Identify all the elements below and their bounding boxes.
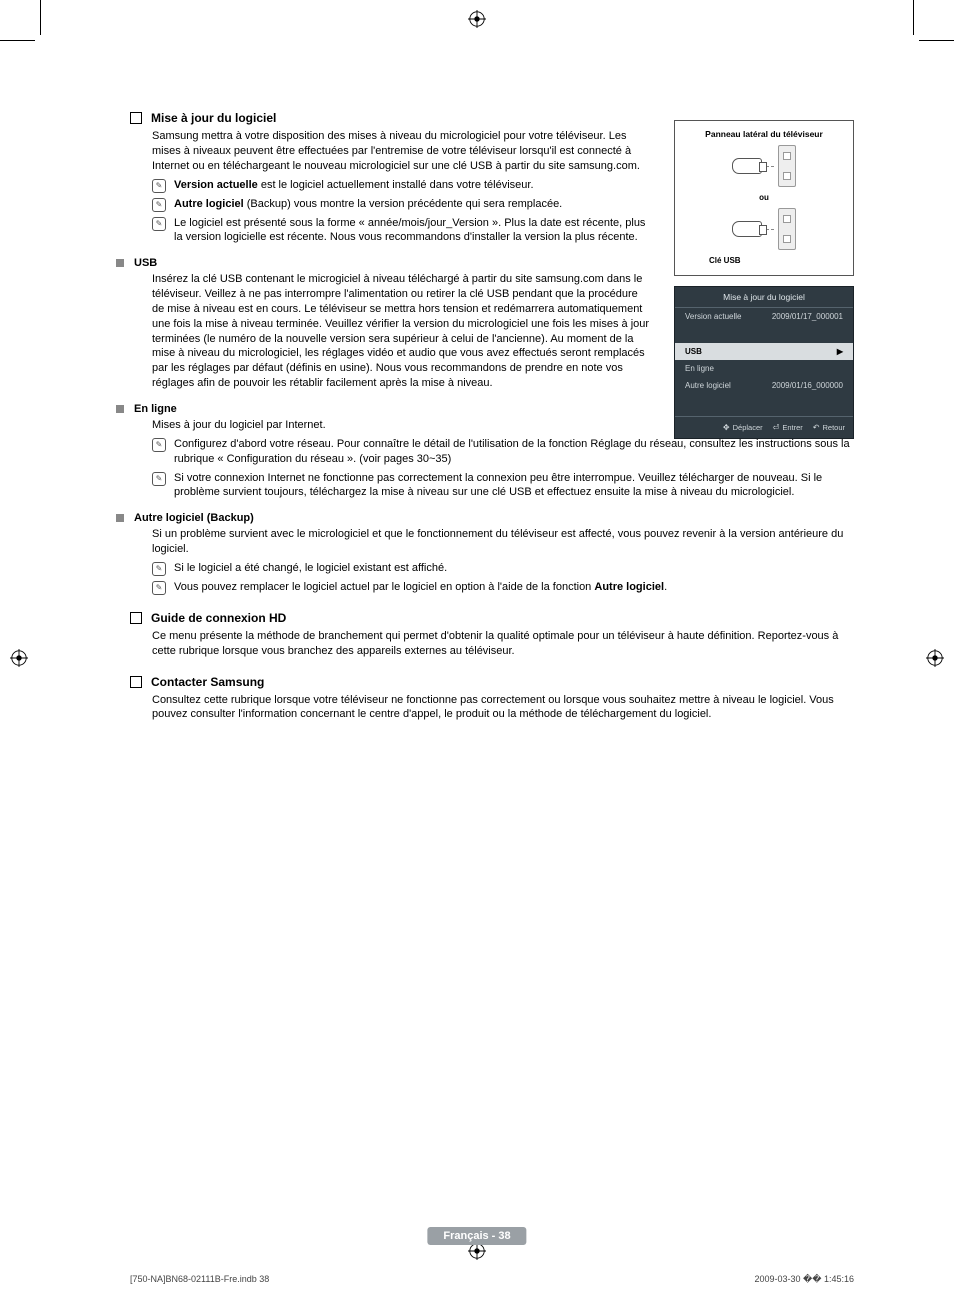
section-heading: Guide de connexion HD <box>130 611 854 625</box>
outline-square-icon <box>130 112 142 124</box>
usb-key-caption: Clé USB <box>709 256 847 265</box>
note-text: Le logiciel est présenté sous la forme «… <box>174 216 652 246</box>
note-text: Version actuelle est le logiciel actuell… <box>174 178 652 193</box>
osd-software-update-menu: Mise à jour du logiciel Version actuelle… <box>674 286 854 439</box>
crop-mark <box>913 0 914 35</box>
osd-footer: ✥Déplacer ⏎Entrer ↶Retour <box>675 416 853 438</box>
sub-title: USB <box>134 257 157 269</box>
usb-plug-icon <box>732 158 762 174</box>
filled-square-icon <box>116 514 124 522</box>
footer-right: 2009-03-30 �� 1:45:16 <box>754 1274 854 1285</box>
note-text: Vous pouvez remplacer le logiciel actuel… <box>174 580 854 595</box>
registration-mark-icon <box>926 649 944 667</box>
note-icon: ✎ <box>152 472 166 486</box>
note-text: Autre logiciel (Backup) vous montre la v… <box>174 197 652 212</box>
osd-row-value: 2009/01/16_000000 <box>772 381 843 390</box>
outline-square-icon <box>130 612 142 624</box>
osd-row: Autre logiciel 2009/01/16_000000 <box>675 377 853 394</box>
outline-square-icon <box>130 676 142 688</box>
osd-row-label: USB <box>685 347 702 356</box>
crop-mark <box>0 40 35 41</box>
tv-port-stack-icon <box>778 145 796 187</box>
section-title: Contacter Samsung <box>151 675 264 689</box>
paragraph: Consultez cette rubrique lorsque votre t… <box>152 693 854 723</box>
sub-title: Autre logiciel (Backup) <box>134 512 254 524</box>
or-label: ou <box>681 193 847 202</box>
sub-title: En ligne <box>134 403 177 415</box>
osd-row: Version actuelle 2009/01/17_000001 <box>675 308 853 325</box>
registration-mark-icon <box>10 649 28 667</box>
return-icon: ↶ <box>813 423 820 432</box>
filled-square-icon <box>116 405 124 413</box>
crop-mark <box>40 0 41 35</box>
crop-mark <box>919 40 954 41</box>
osd-row-value: 2009/01/17_000001 <box>772 312 843 321</box>
note-icon: ✎ <box>152 438 166 452</box>
paragraph: Samsung mettra à votre disposition des m… <box>152 129 652 174</box>
page-number-pill: Français - 38 <box>427 1227 526 1245</box>
osd-row-label: Autre logiciel <box>685 381 731 390</box>
paragraph: Si un problème survient avec le microlog… <box>152 527 854 557</box>
right-illustration-column: Panneau latéral du téléviseur ou Clé USB… <box>674 120 854 439</box>
dpad-icon: ✥ <box>723 423 730 432</box>
osd-row-label: En ligne <box>685 364 714 373</box>
section-title: Mise à jour du logiciel <box>151 111 276 125</box>
osd-row: En ligne <box>675 360 853 377</box>
chevron-right-icon: ▶ <box>837 347 843 356</box>
sub-heading: Autre logiciel (Backup) <box>116 512 854 524</box>
osd-row-label: Version actuelle <box>685 312 741 321</box>
note-icon: ✎ <box>152 581 166 595</box>
enter-icon: ⏎ <box>773 423 780 432</box>
note-icon: ✎ <box>152 179 166 193</box>
filled-square-icon <box>116 259 124 267</box>
osd-row-selected: USB ▶ <box>675 343 853 360</box>
paragraph: Ce menu présente la méthode de brancheme… <box>152 629 854 659</box>
footer-left: [750-NA]BN68-02111B-Fre.indb 38 <box>130 1274 269 1285</box>
note-text: Si votre connexion Internet ne fonctionn… <box>174 471 854 501</box>
section-title: Guide de connexion HD <box>151 611 286 625</box>
osd-title: Mise à jour du logiciel <box>675 287 853 308</box>
osd-footer-return: Retour <box>822 423 845 432</box>
note-text: Configurez d'abord votre réseau. Pour co… <box>174 437 854 467</box>
osd-footer-enter: Entrer <box>782 423 802 432</box>
print-footer: [750-NA]BN68-02111B-Fre.indb 38 2009-03-… <box>130 1274 854 1285</box>
section-heading: Contacter Samsung <box>130 675 854 689</box>
panel-diagram-title: Panneau latéral du téléviseur <box>681 129 847 139</box>
osd-footer-move: Déplacer <box>733 423 763 432</box>
tv-port-stack-icon <box>778 208 796 250</box>
note-icon: ✎ <box>152 198 166 212</box>
usb-plug-icon <box>732 221 762 237</box>
tv-side-panel-diagram: Panneau latéral du téléviseur ou Clé USB <box>674 120 854 276</box>
note-icon: ✎ <box>152 562 166 576</box>
note-text: Si le logiciel a été changé, le logiciel… <box>174 561 854 576</box>
registration-mark-icon <box>468 10 486 28</box>
manual-page: Panneau latéral du téléviseur ou Clé USB… <box>0 0 954 1315</box>
paragraph: Insérez la clé USB contenant le microgic… <box>152 272 652 391</box>
note-icon: ✎ <box>152 217 166 231</box>
